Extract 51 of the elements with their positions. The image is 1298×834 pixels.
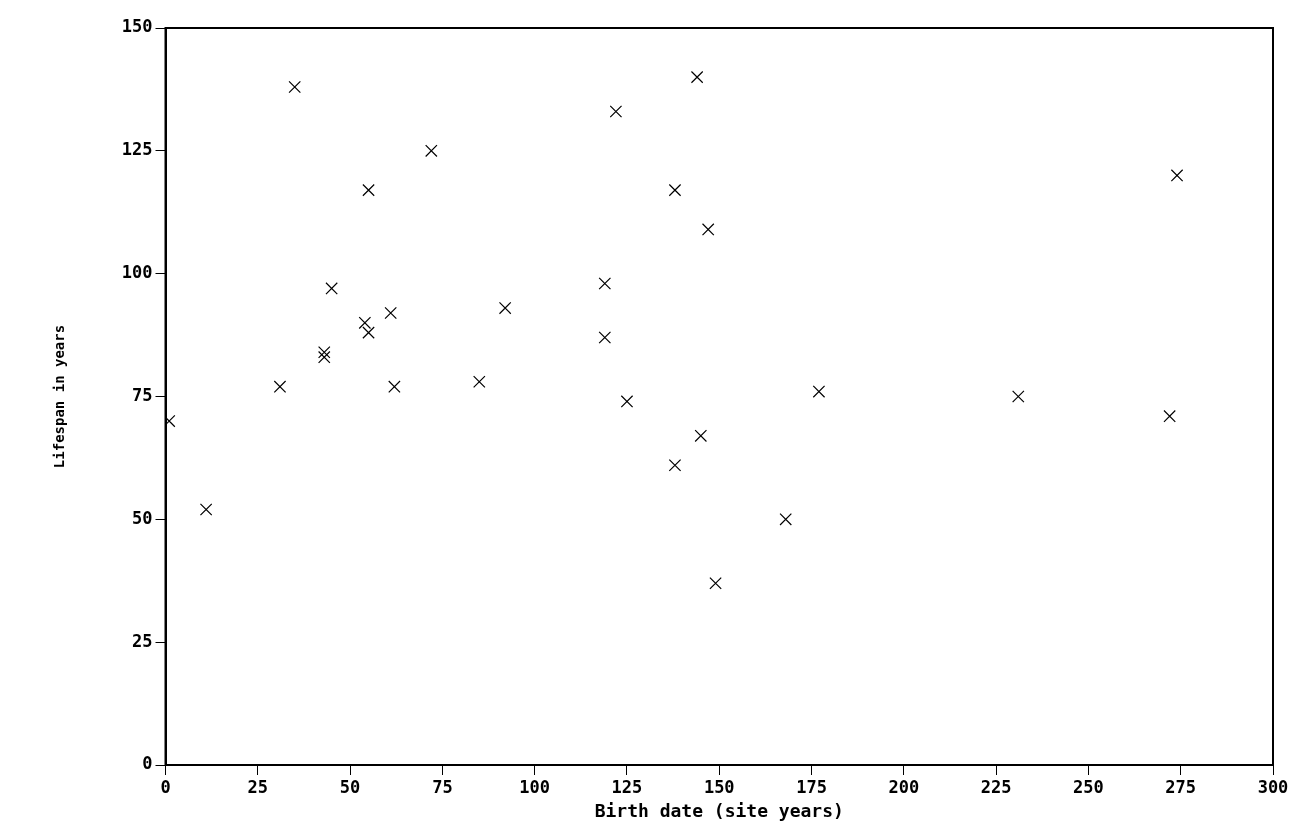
point [288, 80, 301, 94]
y-axis-title: Lifespan in years [51, 324, 68, 469]
x-tick-label: 25 [247, 776, 269, 797]
y-tick-label: 100 [121, 262, 153, 283]
point [199, 503, 213, 516]
point [668, 183, 682, 197]
point [812, 385, 826, 398]
point [325, 282, 338, 295]
x-tick-label: 250 [1073, 776, 1104, 797]
point [709, 576, 722, 590]
point [317, 350, 331, 364]
x-tick-label: 150 [703, 776, 735, 797]
point [609, 105, 623, 118]
y-tick-label: 0 [142, 753, 153, 774]
point [362, 183, 375, 197]
point [1163, 409, 1176, 423]
point [598, 331, 612, 344]
point [388, 380, 401, 393]
y-tick-label: 75 [132, 384, 153, 405]
x-tick-label: 125 [611, 776, 643, 797]
y-tick-label: 25 [132, 630, 153, 651]
point [358, 316, 372, 330]
x-tick-label: 175 [796, 776, 827, 797]
y-tick-label: 150 [121, 16, 153, 37]
point [425, 144, 438, 158]
point [701, 223, 715, 236]
point [620, 395, 634, 408]
x-tick-label: 0 [160, 776, 171, 797]
point [273, 380, 287, 393]
point [690, 70, 704, 84]
point [598, 277, 612, 290]
y-tick-label: 125 [121, 139, 153, 160]
point [317, 346, 331, 359]
point [668, 459, 682, 472]
point [362, 326, 375, 339]
point [1012, 390, 1025, 403]
x-tick-label: 50 [339, 776, 361, 797]
point [779, 513, 792, 526]
x-tick-label: 300 [1257, 776, 1289, 797]
x-tick-label: 225 [980, 776, 1012, 797]
y-tick-label: 50 [132, 507, 153, 528]
point [384, 306, 397, 320]
point [498, 301, 512, 315]
x-tick-label: 75 [432, 776, 453, 797]
x-tick-label: 200 [888, 776, 920, 797]
x-axis-title: Birth date (site years) [594, 799, 844, 821]
x-tick-label: 275 [1165, 776, 1197, 797]
x-tick-label: 100 [519, 776, 551, 797]
point [694, 429, 708, 443]
point [1170, 169, 1184, 182]
point [473, 375, 486, 389]
